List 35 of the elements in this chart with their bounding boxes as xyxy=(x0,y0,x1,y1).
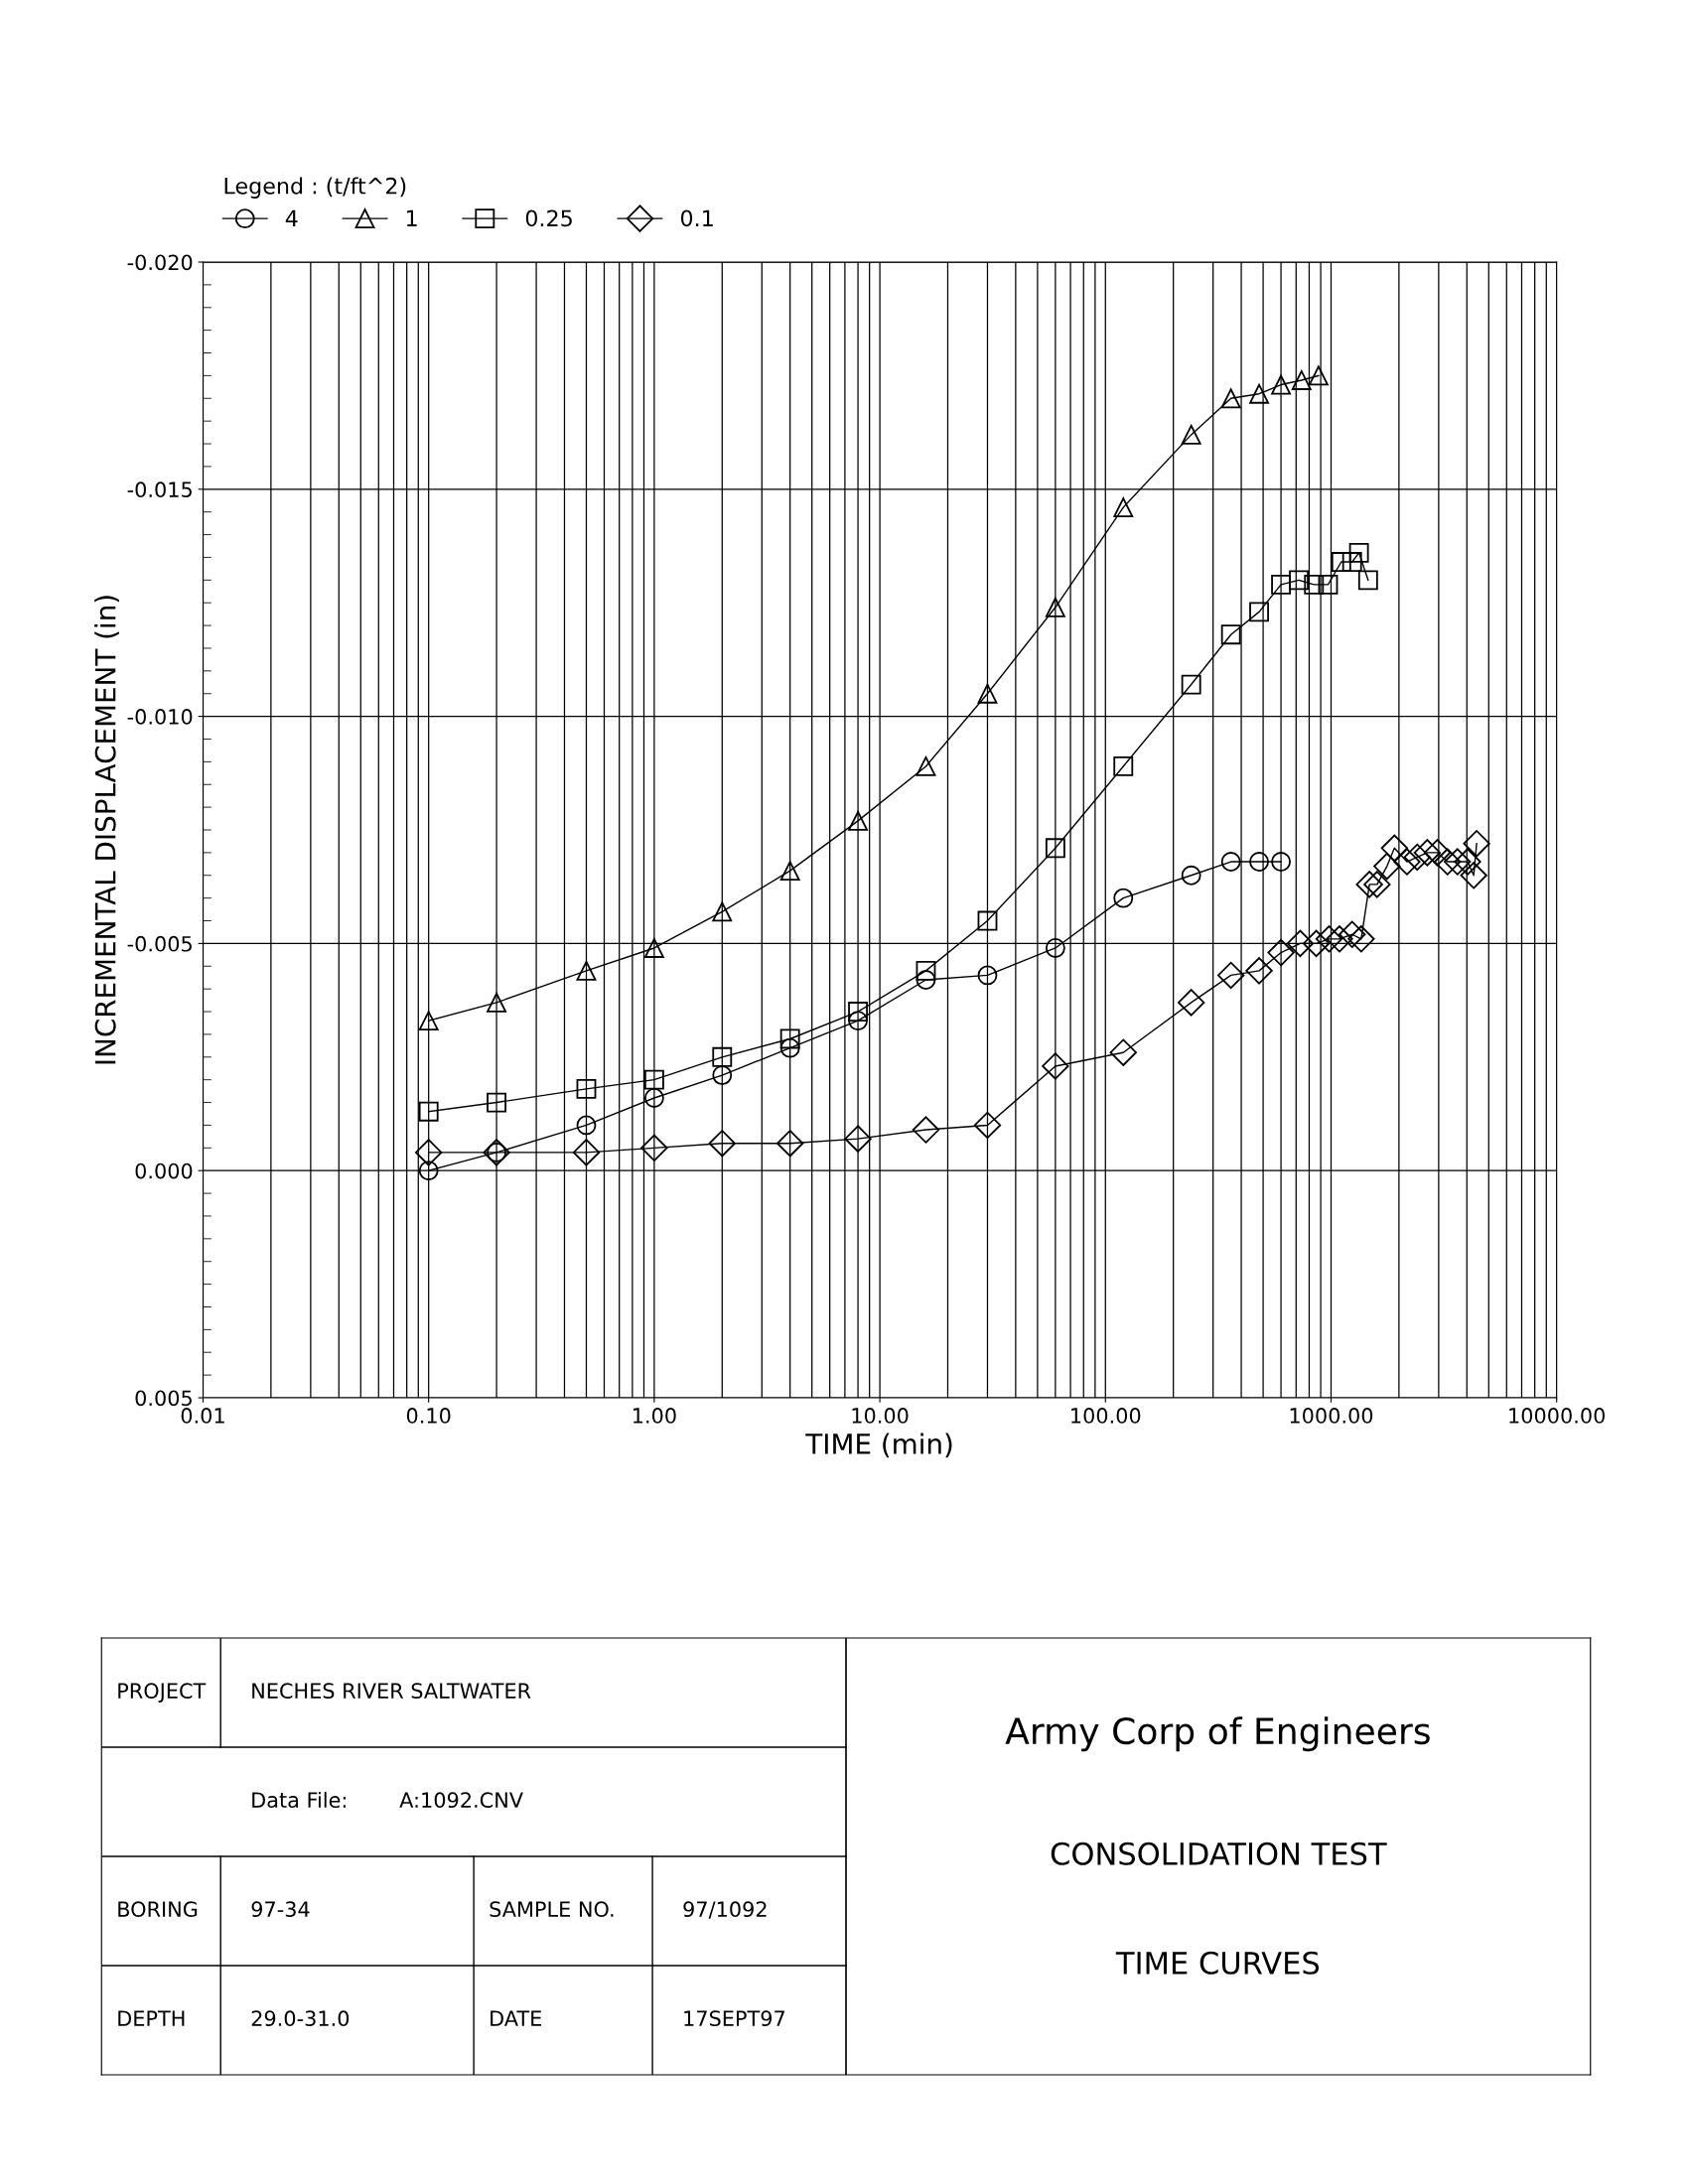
text: TIME CURVES xyxy=(1115,1951,1320,1975)
y-axis-title: INCREMENTAL DISPLACEMENT (in) xyxy=(94,596,119,1064)
text: 97/1092 xyxy=(683,1901,767,1919)
text: CONSOLIDATION TEST xyxy=(1051,1842,1387,1865)
legend-label: 0.1 xyxy=(680,209,713,227)
x-tick-label: 10000.00 xyxy=(1509,1408,1605,1424)
text: A:1092.CNV xyxy=(399,1792,523,1809)
text: Army Corp of Engineers xyxy=(1005,1716,1430,1752)
text: 17SEPT97 xyxy=(684,2010,784,2027)
y-tick-label: -0.020 xyxy=(127,254,193,271)
x-axis-title: TIME (min) xyxy=(805,1433,952,1458)
text: Data File: xyxy=(252,1791,347,1809)
text: SAMPLE NO. xyxy=(490,1901,614,1918)
text: DATE xyxy=(491,2010,541,2026)
legend-label: 4 xyxy=(285,209,298,226)
y-tick-label: 0.000 xyxy=(135,1162,193,1179)
x-tick-label: 100.00 xyxy=(1071,1408,1141,1424)
y-tick-label: 0.005 xyxy=(135,1390,192,1407)
x-tick-label: 0.10 xyxy=(406,1408,451,1424)
text: BORING xyxy=(118,1901,198,1918)
legend-title: Legend : (t/ft^2) xyxy=(224,177,406,199)
text: DEPTH xyxy=(118,2010,185,2026)
x-tick-label: 10.00 xyxy=(852,1408,909,1424)
y-tick-label: -0.010 xyxy=(127,709,193,725)
x-tick-label: 1.00 xyxy=(633,1408,676,1424)
y-tick-label: -0.015 xyxy=(127,481,192,498)
legend-label: 0.25 xyxy=(525,209,572,227)
x-tick-label: 0.01 xyxy=(181,1408,224,1424)
text: 97-34 xyxy=(251,1901,310,1918)
text: PROJECT xyxy=(118,1683,207,1703)
legend-label: 1 xyxy=(406,209,417,226)
y-tick-label: -0.005 xyxy=(127,935,192,952)
text: 29.0-31.0 xyxy=(251,2010,350,2027)
text: NECHES RIVER SALTWATER xyxy=(252,1683,531,1700)
x-tick-label: 1000.00 xyxy=(1290,1408,1373,1424)
